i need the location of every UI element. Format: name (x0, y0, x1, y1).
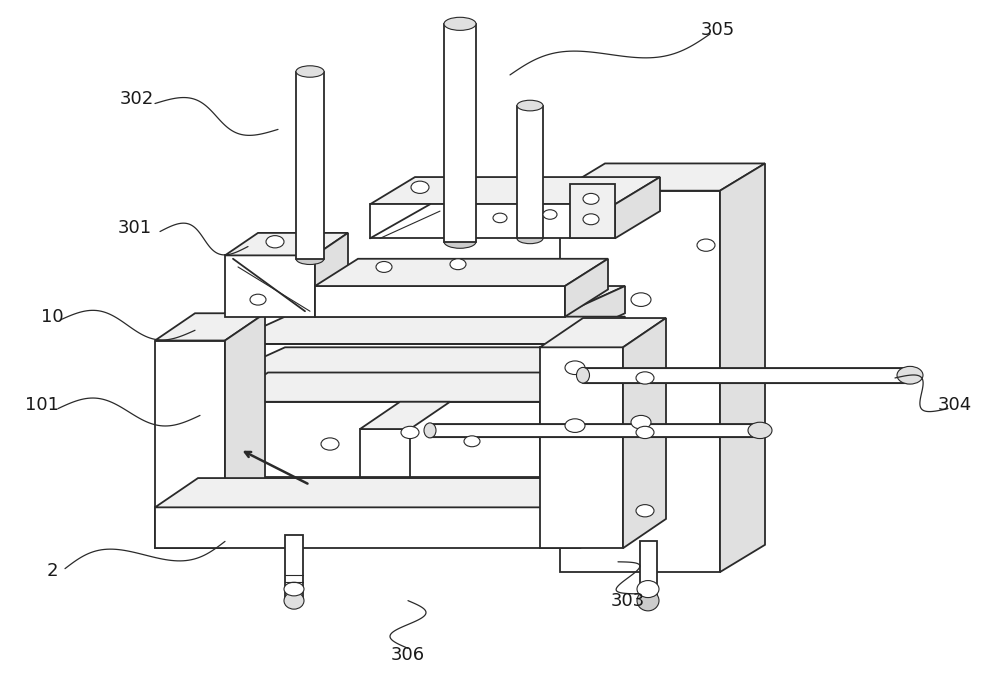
Ellipse shape (296, 253, 324, 264)
Circle shape (450, 259, 466, 270)
Polygon shape (225, 313, 265, 548)
Circle shape (631, 415, 651, 429)
Polygon shape (540, 318, 666, 347)
Text: 305: 305 (701, 21, 735, 39)
Polygon shape (315, 233, 348, 317)
Ellipse shape (637, 590, 659, 611)
Circle shape (636, 426, 654, 439)
Polygon shape (296, 72, 324, 259)
Polygon shape (225, 255, 315, 317)
Ellipse shape (284, 592, 304, 609)
Polygon shape (565, 259, 608, 317)
Circle shape (636, 505, 654, 517)
Polygon shape (225, 347, 625, 375)
Circle shape (493, 213, 507, 223)
Polygon shape (370, 204, 615, 238)
Polygon shape (360, 429, 410, 477)
Polygon shape (580, 478, 623, 548)
Polygon shape (155, 313, 265, 340)
Circle shape (266, 236, 284, 248)
Ellipse shape (517, 100, 543, 111)
Text: 302: 302 (120, 90, 154, 108)
Polygon shape (285, 535, 303, 599)
Polygon shape (565, 317, 625, 371)
Ellipse shape (424, 423, 436, 438)
Circle shape (583, 214, 599, 225)
Circle shape (401, 426, 419, 439)
Polygon shape (315, 259, 608, 286)
Polygon shape (444, 24, 476, 242)
Polygon shape (640, 541, 657, 599)
Text: 306: 306 (391, 646, 425, 664)
Polygon shape (225, 344, 565, 371)
Ellipse shape (296, 66, 324, 77)
Circle shape (250, 294, 266, 305)
Circle shape (631, 293, 651, 306)
Polygon shape (720, 163, 765, 572)
Circle shape (897, 366, 923, 384)
Text: 304: 304 (938, 396, 972, 414)
Polygon shape (517, 106, 543, 238)
Ellipse shape (637, 580, 659, 598)
Text: 2: 2 (46, 562, 58, 580)
Polygon shape (155, 340, 225, 548)
Circle shape (636, 372, 654, 384)
Circle shape (321, 438, 339, 450)
Circle shape (543, 210, 557, 219)
Circle shape (565, 361, 585, 375)
Polygon shape (155, 507, 580, 548)
Polygon shape (565, 286, 625, 340)
Polygon shape (225, 402, 540, 477)
Polygon shape (560, 163, 765, 191)
Polygon shape (360, 402, 450, 429)
Polygon shape (225, 373, 583, 402)
Text: 101: 101 (25, 396, 59, 414)
Polygon shape (225, 313, 565, 340)
Text: 10: 10 (41, 308, 63, 326)
Text: 303: 303 (611, 592, 645, 609)
Ellipse shape (576, 368, 590, 383)
Polygon shape (225, 286, 625, 313)
Ellipse shape (444, 17, 476, 31)
Polygon shape (155, 478, 623, 507)
Circle shape (583, 193, 599, 204)
Polygon shape (583, 368, 910, 383)
Circle shape (748, 422, 772, 439)
Polygon shape (615, 177, 660, 238)
Circle shape (411, 181, 429, 193)
Circle shape (464, 436, 480, 447)
Polygon shape (370, 177, 660, 204)
Polygon shape (540, 347, 623, 548)
Polygon shape (565, 347, 625, 402)
Polygon shape (225, 233, 348, 255)
Polygon shape (430, 424, 760, 437)
Circle shape (697, 239, 715, 251)
Text: 301: 301 (118, 219, 152, 237)
Circle shape (565, 419, 585, 432)
Polygon shape (225, 375, 565, 402)
Ellipse shape (284, 582, 304, 596)
Polygon shape (623, 318, 666, 548)
Ellipse shape (517, 233, 543, 244)
Circle shape (376, 262, 392, 272)
Polygon shape (225, 317, 625, 344)
Polygon shape (540, 373, 583, 477)
Ellipse shape (444, 235, 476, 249)
Polygon shape (560, 191, 720, 572)
Polygon shape (570, 184, 615, 238)
Polygon shape (315, 286, 565, 317)
